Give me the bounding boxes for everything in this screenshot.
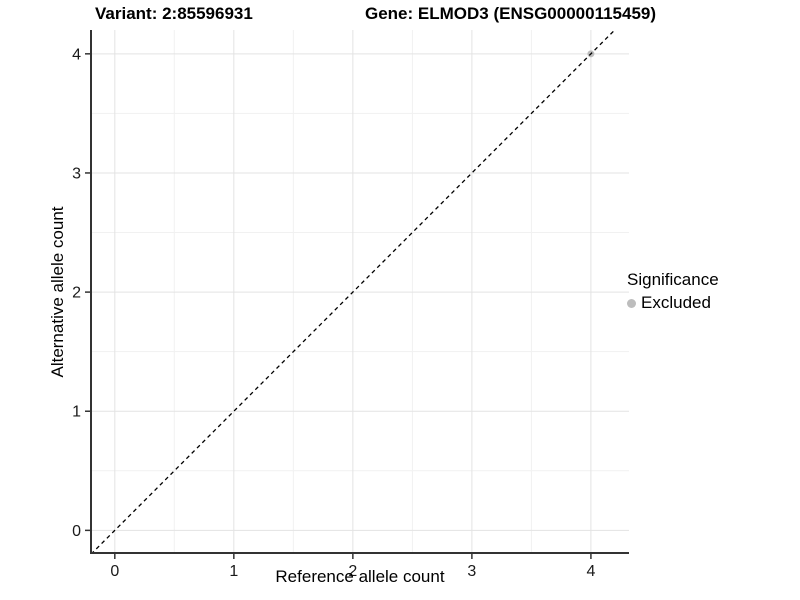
gene-title: Gene: ELMOD3 (ENSG00000115459) [365, 4, 657, 23]
legend-item-label: Excluded [641, 293, 711, 312]
y-tick-label: 2 [72, 285, 81, 302]
variant-title: Variant: 2:85596931 [95, 4, 253, 23]
y-tick-label: 4 [72, 46, 81, 63]
x-tick-label: 0 [110, 563, 119, 580]
legend: Significance Excluded [627, 270, 719, 313]
legend-title: Significance [627, 270, 719, 289]
legend-point-icon [627, 298, 636, 308]
y-axis-title: Alternative allele count [48, 206, 67, 378]
x-tick-label: 4 [586, 563, 595, 580]
x-axis-title: Reference allele count [275, 567, 445, 586]
x-tick-label: 3 [467, 563, 476, 580]
legend-item-excluded: Excluded [627, 293, 719, 313]
y-tick-label: 1 [72, 404, 81, 421]
identity-reference-line [91, 30, 616, 553]
x-tick-label: 1 [229, 563, 238, 580]
y-tick-label: 0 [72, 523, 81, 540]
y-tick-label: 3 [72, 165, 81, 182]
x-tick-label: 2 [348, 563, 357, 580]
